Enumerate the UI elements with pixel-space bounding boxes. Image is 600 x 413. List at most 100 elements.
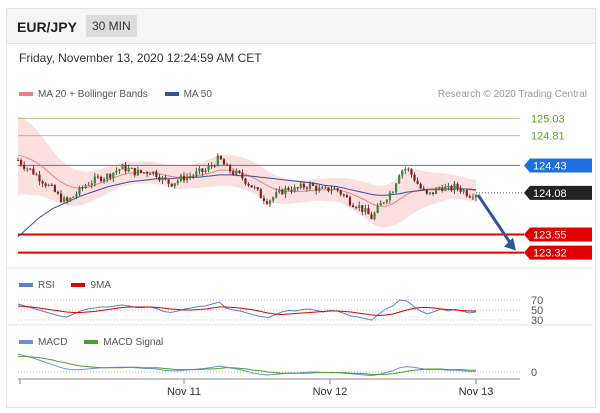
candle-body	[127, 168, 130, 172]
macd-legend: MACD MACD Signal	[19, 337, 177, 348]
candle-body	[130, 167, 133, 169]
candle-body	[99, 176, 103, 182]
candle-body	[149, 173, 152, 175]
candle-body	[195, 171, 198, 176]
copyright: Research © 2020 Trading Central	[437, 89, 587, 100]
candle-body	[401, 170, 404, 176]
candle-body	[351, 205, 355, 208]
candle-body	[441, 188, 444, 191]
candle-body	[179, 175, 183, 181]
candle-body	[87, 184, 90, 186]
candle-body	[124, 164, 127, 172]
support-tag	[524, 245, 592, 260]
candle-body	[311, 183, 315, 186]
candle-body	[388, 192, 392, 200]
timeframe-button[interactable]: 30 MIN	[86, 15, 137, 37]
x-tick-label: Nov 11	[167, 386, 201, 398]
candle-body	[90, 183, 93, 185]
candle-body	[290, 190, 293, 192]
candle-body	[164, 177, 167, 180]
candle-body	[192, 175, 195, 177]
candle-body	[450, 186, 453, 191]
candle-body	[416, 180, 419, 184]
candle-body	[247, 183, 250, 186]
candle-body	[146, 172, 149, 174]
candle-body	[434, 188, 438, 194]
candle-body	[118, 169, 121, 171]
candle-body	[121, 164, 124, 170]
candle-body	[391, 192, 395, 194]
resistance-label: 124.43	[533, 160, 567, 172]
candle-body	[361, 205, 364, 212]
candle-body	[16, 159, 20, 161]
candle-body	[256, 187, 259, 190]
candle-body	[438, 188, 441, 190]
candle-body	[428, 192, 431, 194]
candle-body	[75, 194, 78, 197]
candle-body	[228, 164, 232, 172]
candle-body	[35, 174, 38, 176]
resistance-label: 124.81	[531, 131, 565, 143]
candle-body	[382, 202, 385, 204]
candle-body	[394, 183, 398, 193]
ma20-line	[17, 154, 477, 207]
candle-body	[213, 165, 216, 167]
candle-body	[268, 200, 272, 204]
macd-signal-swatch-icon	[84, 340, 99, 345]
candle-body	[471, 197, 475, 199]
candle-body	[69, 197, 72, 201]
candle-body	[376, 205, 379, 213]
support-label: 123.55	[533, 230, 567, 242]
candle-body	[465, 190, 468, 197]
candle-body	[29, 168, 32, 170]
resistance-label: 125.03	[531, 113, 565, 125]
candle-body	[241, 172, 244, 179]
legend-ma50-label: MA 50	[183, 89, 212, 100]
candle-body	[407, 168, 410, 170]
candle-body	[81, 187, 84, 189]
candle-body	[158, 176, 161, 181]
legend-macd-signal-label: MACD Signal	[103, 337, 164, 348]
candle-body	[219, 155, 222, 160]
candle-body	[38, 174, 41, 182]
timestamp: Friday, November 13, 2020 12:24:59 AM CE…	[19, 51, 262, 65]
candle-body	[444, 186, 447, 191]
candle-body	[456, 183, 459, 189]
candle-body	[453, 183, 456, 191]
ma9-swatch-icon	[71, 283, 86, 288]
candle-body	[142, 172, 146, 174]
candle-body	[115, 170, 118, 173]
candle-body	[59, 193, 63, 202]
candle-body	[336, 188, 339, 191]
x-tick-label: Nov 12	[313, 386, 348, 398]
candle-body	[78, 187, 81, 195]
resistance-tag	[524, 158, 592, 173]
candle-body	[232, 171, 235, 175]
candle-body	[189, 176, 192, 178]
candle-body	[66, 197, 69, 201]
candle-body	[216, 155, 219, 166]
candle-body	[93, 176, 96, 184]
candle-body	[63, 197, 66, 202]
candle-body	[287, 187, 290, 191]
rsi-swatch-icon	[19, 283, 33, 288]
candle-body	[431, 192, 435, 194]
rsi-level-label: 30	[531, 315, 543, 327]
candle-body	[50, 184, 53, 186]
current-price-tag	[524, 185, 592, 200]
forecast-arrow-head	[504, 237, 516, 251]
candle-body	[102, 178, 106, 182]
candle-body	[56, 191, 60, 194]
candle-body	[373, 212, 376, 220]
macd-zero-label: 0	[531, 367, 537, 379]
candle-body	[19, 160, 23, 165]
candle-body	[225, 164, 229, 166]
legend-bollinger-label: MA 20 + Bollinger Bands	[38, 89, 148, 100]
candle-body	[425, 189, 428, 194]
candle-body	[152, 171, 155, 174]
candle-body	[26, 168, 29, 170]
ma50-swatch-icon	[164, 92, 179, 97]
main-legend: MA 20 + Bollinger Bands MA 50	[19, 89, 226, 100]
candle-body	[161, 177, 164, 181]
